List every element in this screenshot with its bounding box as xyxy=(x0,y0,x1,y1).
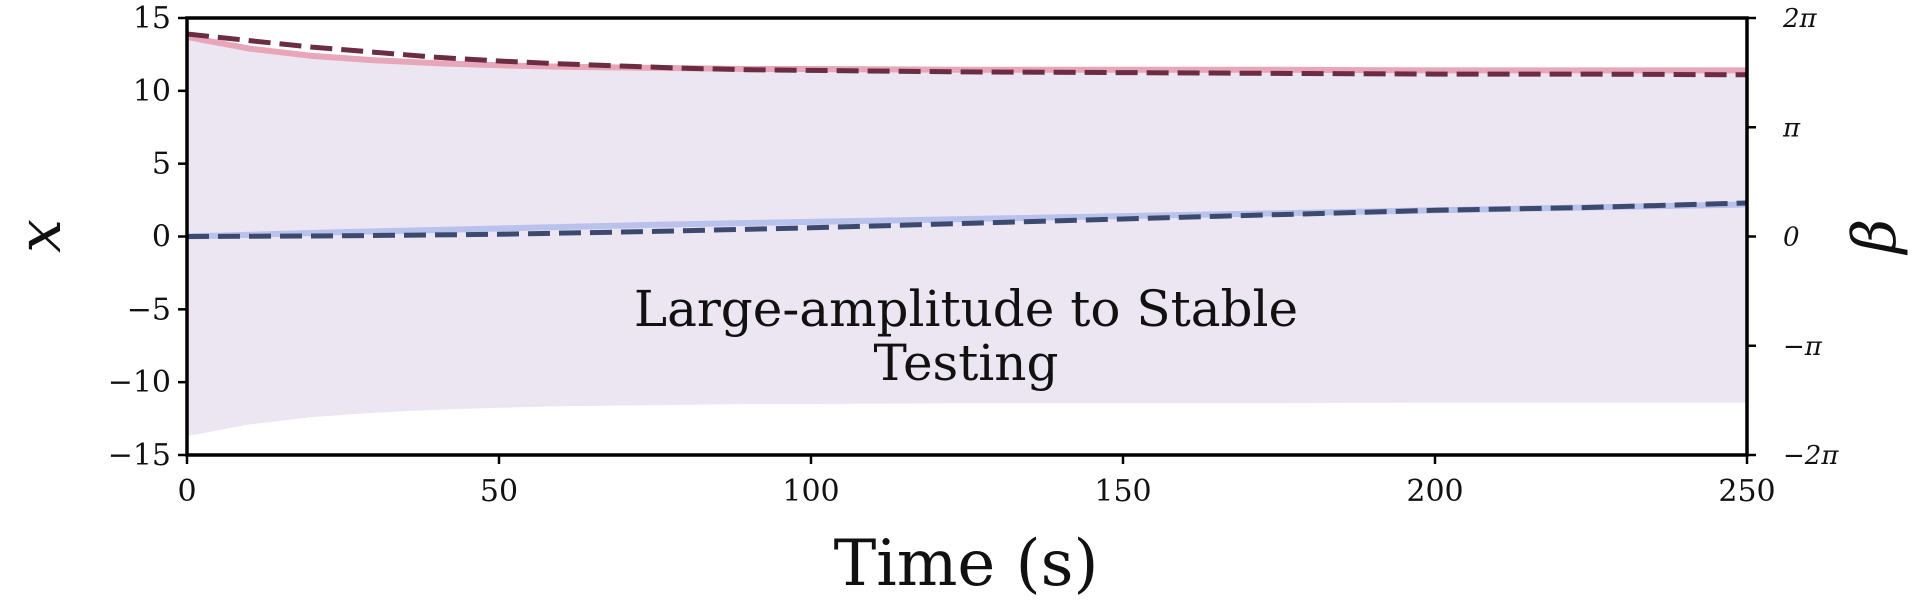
x-axis-label: Time (s) xyxy=(834,527,1099,601)
xtick-label: 200 xyxy=(1406,474,1463,509)
xtick-label: 150 xyxy=(1094,474,1151,509)
y-ticks-right: −2π −π 0 π 2π xyxy=(1747,4,1839,471)
xtick-label: 250 xyxy=(1718,474,1775,509)
series-line-4-dashed xyxy=(186,200,1748,239)
rtick-label: −π xyxy=(1783,332,1823,362)
series-line-3-solid xyxy=(186,201,1748,240)
y-ticks-left: −15 −10 −5 0 5 10 15 xyxy=(108,1,187,473)
ytick-label: −10 xyxy=(108,365,171,400)
xtick-label: 50 xyxy=(480,474,518,509)
rtick-label: 0 xyxy=(1783,223,1800,253)
ytick-label: −15 xyxy=(108,438,171,473)
ytick-label: 10 xyxy=(133,74,171,109)
series-line-2-dashed xyxy=(186,31,1748,78)
annotation-line-1: Large-amplitude to Stable xyxy=(634,280,1298,338)
y-axis-label-right: β xyxy=(1840,219,1910,256)
envelope-band xyxy=(187,36,1747,437)
annotation-line-2: Testing xyxy=(873,334,1058,392)
oscillation-envelope xyxy=(187,36,1747,437)
ytick-label: 0 xyxy=(152,220,171,255)
xtick-label: 100 xyxy=(782,474,839,509)
xtick-label: 0 xyxy=(177,474,196,509)
rtick-label: −2π xyxy=(1783,441,1839,471)
y-axis-label-left: x xyxy=(5,219,75,253)
x-ticks: 0 50 100 150 200 250 xyxy=(177,455,1776,509)
ytick-label: 5 xyxy=(152,147,171,182)
ytick-label: −5 xyxy=(127,292,171,327)
rtick-label: π xyxy=(1782,113,1801,143)
series-layer xyxy=(186,31,1748,240)
ytick-label: 15 xyxy=(133,1,171,36)
rtick-label: 2π xyxy=(1782,4,1818,34)
